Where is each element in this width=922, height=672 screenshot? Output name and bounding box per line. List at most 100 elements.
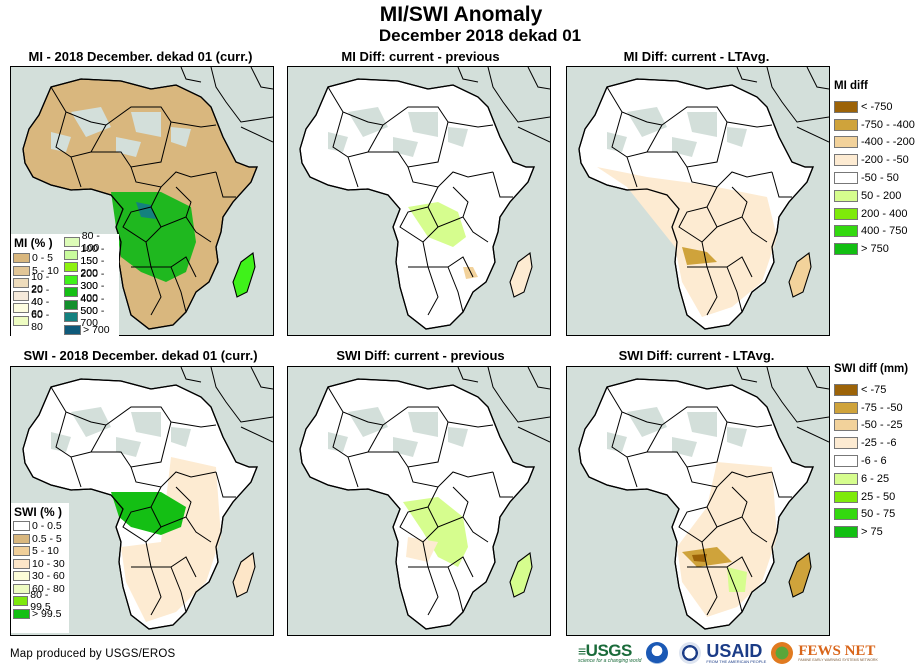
- legend-label: > 750: [861, 243, 889, 256]
- legend-swatch: [13, 290, 30, 301]
- legend-label: 10 - 30: [32, 557, 65, 570]
- eurasia-coastline: [180, 67, 273, 143]
- no-data-region: [116, 137, 141, 157]
- legend-swatch: [13, 583, 30, 594]
- country-border: [170, 421, 217, 428]
- mi-diff-legend-item: -200 - -50: [834, 151, 915, 169]
- legend-swatch: [64, 324, 82, 335]
- legend-label: 200 - 400: [861, 207, 908, 220]
- legend-swatch: [64, 274, 79, 285]
- legend-label: -75 - -50: [861, 401, 903, 414]
- mi-current-legend-item: 150 - 200: [64, 255, 117, 279]
- map-swi-diff-previous[interactable]: [287, 366, 551, 636]
- country-border: [122, 506, 162, 543]
- swi-diff-legend-item: > 75: [834, 523, 908, 541]
- legend-label: 50 - 75: [861, 508, 896, 521]
- mi-diff-legend-item: 50 - 200: [834, 187, 915, 205]
- country-border: [687, 566, 718, 616]
- country-border: [646, 124, 663, 153]
- legend-swatch: [13, 571, 30, 582]
- country-border: [399, 206, 439, 243]
- data-region: [789, 253, 811, 297]
- data-region: [111, 192, 196, 282]
- swi-diff-legend-item: -25 - -6: [834, 434, 908, 452]
- country-border: [131, 566, 162, 616]
- legend-swatch: [834, 472, 858, 485]
- country-border: [170, 266, 187, 313]
- mi-current-legend-item: 400 - 500: [64, 293, 117, 317]
- legend-label: 30 - 60: [32, 570, 65, 583]
- country-border: [427, 186, 469, 228]
- country-border: [215, 171, 236, 198]
- legend-swatch: [834, 419, 858, 432]
- usgs-logo: ≡USGS science for a changing world: [578, 641, 642, 664]
- legend-swatch: [64, 237, 80, 248]
- data-region: [682, 547, 732, 567]
- country-border: [626, 456, 638, 488]
- country-border: [327, 86, 384, 126]
- country-border: [646, 424, 663, 453]
- swi-current-legend-item: 0 - 0.5: [13, 520, 67, 533]
- data-region: [403, 497, 468, 567]
- legend-swatch: [64, 287, 79, 298]
- country-border: [626, 156, 638, 188]
- swi-diff-legend-item: 50 - 75: [834, 506, 908, 524]
- data-region: [233, 253, 255, 297]
- country-border: [492, 471, 513, 498]
- legend-label: 200 - 300: [80, 267, 105, 292]
- mi-diff-legend-item: 400 - 750: [834, 223, 915, 241]
- map-mi-diff-previous[interactable]: [287, 66, 551, 336]
- noaa-logo: [646, 642, 669, 664]
- legend-swatch: [64, 312, 79, 323]
- country-border: [399, 506, 439, 543]
- country-border: [741, 516, 768, 543]
- legend-swatch: [13, 253, 30, 264]
- legend-swatch: [834, 172, 858, 185]
- legend-label: < -750: [861, 100, 893, 113]
- legend-label: 150 - 200: [80, 255, 105, 280]
- country-border: [687, 266, 718, 316]
- country-border: [427, 486, 469, 528]
- no-data-region: [131, 112, 161, 137]
- map-swi-diff-ltavg[interactable]: [566, 366, 830, 636]
- africa-coastline: [578, 378, 814, 630]
- no-data-region: [727, 427, 747, 447]
- map-mi-diff-ltavg[interactable]: [566, 66, 830, 336]
- country-border: [686, 466, 773, 488]
- swi-current-legend-title: SWI (% ): [14, 505, 62, 519]
- legend-swatch: [834, 100, 858, 113]
- data-region: [727, 567, 747, 592]
- no-data-region: [672, 137, 697, 157]
- swi-diff-legend-item: 25 - 50: [834, 488, 908, 506]
- mi-current-legend-item: 500 - 700: [64, 305, 117, 329]
- country-border: [706, 486, 748, 528]
- country-border: [726, 566, 743, 613]
- madagascar-coastline: [788, 252, 812, 298]
- country-border: [347, 156, 359, 188]
- swi-current-legend-item: 60 - 80: [13, 583, 67, 596]
- country-border: [611, 411, 648, 458]
- legend-label: 6 - 25: [861, 472, 890, 485]
- legend-label: 500 - 700: [80, 305, 105, 330]
- africa-map: [578, 367, 829, 630]
- africa-map: [299, 367, 550, 630]
- country-border: [215, 471, 236, 498]
- country-border: [332, 411, 369, 458]
- country-border: [492, 171, 513, 198]
- mi-current-legend-item: 300 - 400: [64, 280, 117, 304]
- country-border: [407, 166, 494, 188]
- country-border: [606, 86, 663, 126]
- legend-label: -6 - 6: [861, 455, 887, 468]
- swi-current-legend-item: 30 - 60: [13, 570, 67, 583]
- country-border: [332, 111, 369, 158]
- country-border: [408, 566, 439, 616]
- legend-label: < -75: [861, 383, 887, 396]
- legend-label: -200 - -50: [861, 154, 909, 167]
- madagascar-coastline: [232, 252, 256, 298]
- legend-swatch: [834, 118, 858, 131]
- legend-label: > 700: [83, 323, 110, 336]
- legend-swatch: [64, 299, 79, 310]
- country-border: [185, 216, 212, 243]
- country-border: [462, 516, 489, 543]
- no-data-region: [408, 112, 438, 137]
